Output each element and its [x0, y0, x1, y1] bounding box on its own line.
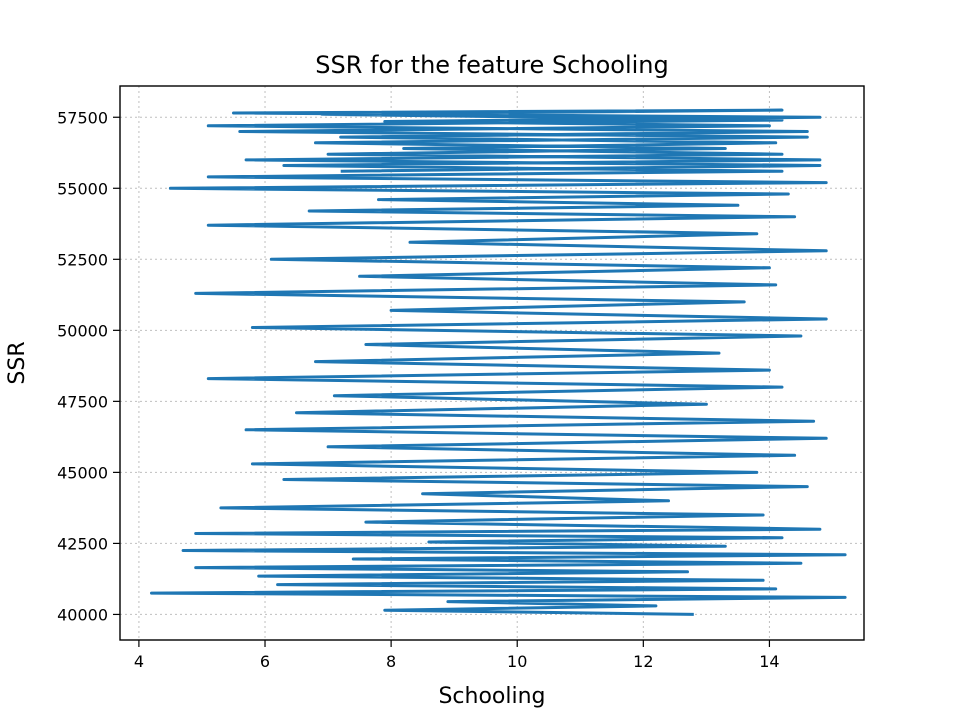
- chart-title: SSR for the feature Schooling: [315, 51, 668, 79]
- y-tick-label: 47500: [57, 392, 108, 411]
- x-axis: 4 6 8 10 12 14: [134, 640, 780, 671]
- y-axis: 40000 42500 45000 47500 50000 52500 55000 57500: [57, 108, 120, 624]
- x-tick-label: 14: [759, 652, 779, 671]
- y-tick-label: 50000: [57, 321, 108, 340]
- x-tick-label: 12: [633, 652, 653, 671]
- y-tick-label: 42500: [57, 534, 108, 553]
- x-tick-label: 6: [260, 652, 270, 671]
- x-tick-label: 8: [386, 652, 396, 671]
- y-tick-label: 57500: [57, 108, 108, 127]
- plot-area: [150, 108, 847, 616]
- y-tick-label: 40000: [57, 605, 108, 624]
- x-axis-label: Schooling: [438, 684, 545, 709]
- y-tick-label: 45000: [57, 463, 108, 482]
- x-tick-label: 4: [134, 652, 144, 671]
- y-tick-label: 52500: [57, 250, 108, 269]
- y-axis-label: SSR: [5, 341, 30, 384]
- x-tick-label: 10: [507, 652, 527, 671]
- axes-frame: [119, 85, 865, 641]
- y-tick-label: 55000: [57, 179, 108, 198]
- ssr-series-line: [150, 108, 847, 616]
